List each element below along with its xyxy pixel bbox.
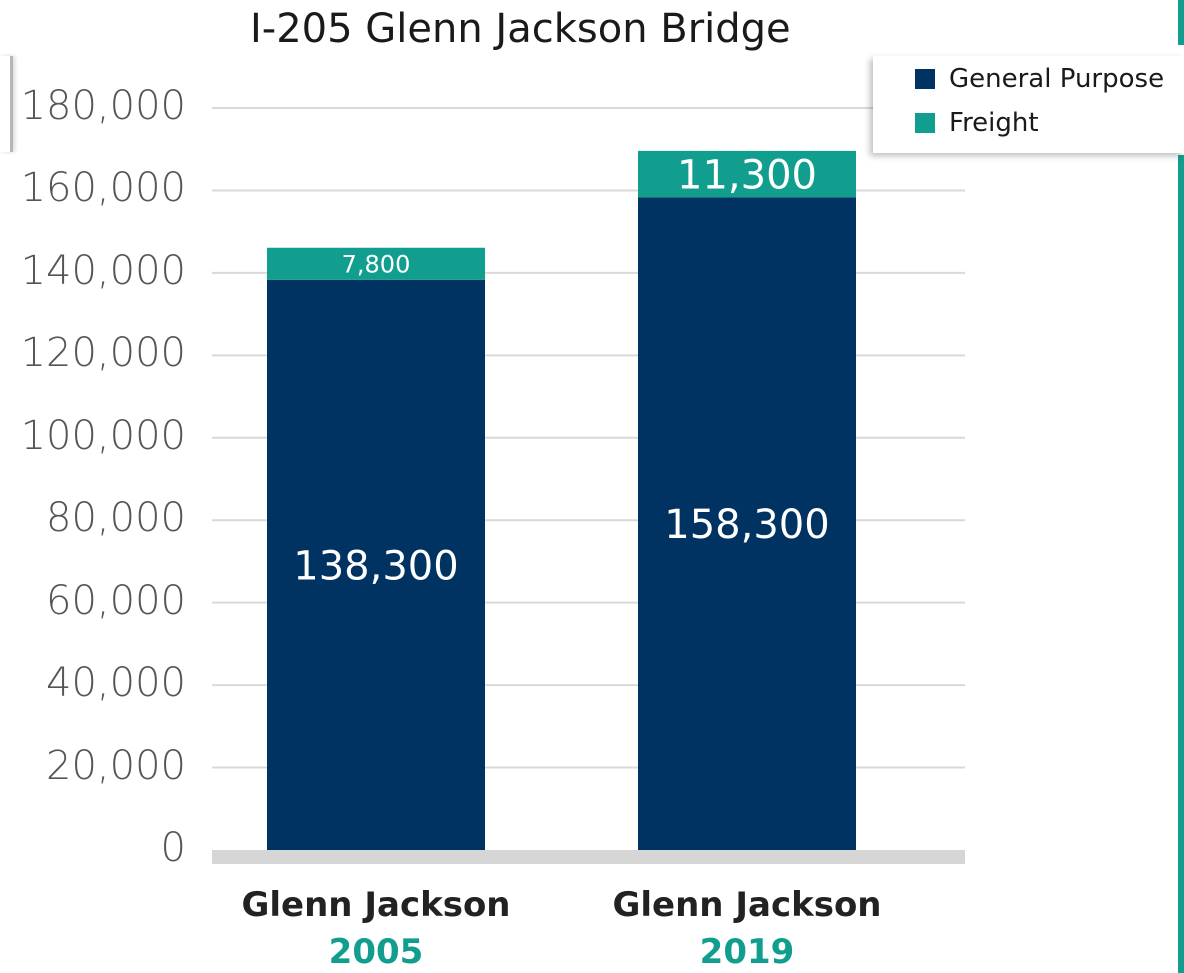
y-tick-label: 100,000 (20, 412, 186, 459)
x-axis-baseline (212, 850, 965, 864)
x-tick-label-year: 2019 (699, 932, 795, 972)
legend: General Purpose Freight (873, 56, 1184, 153)
y-tick-label: 140,000 (20, 247, 186, 294)
legend-item-freight: Freight (915, 108, 1039, 138)
x-tick-label-name: Glenn Jackson (241, 885, 511, 925)
chart-title: I-205 Glenn Jackson Bridge (250, 6, 791, 52)
x-tick-label-name: Glenn Jackson (612, 885, 882, 925)
y-tick-label: 180,000 (20, 83, 186, 129)
y-tick-label: 120,000 (20, 330, 186, 377)
data-label: 11,300 (677, 153, 817, 199)
x-tick-label-year: 2005 (328, 932, 424, 972)
bar-general-purpose (267, 279, 485, 850)
y-tick-label: 20,000 (46, 742, 186, 789)
bar-general-purpose (638, 197, 856, 851)
legend-label-freight: Freight (949, 108, 1039, 138)
data-label: 138,300 (293, 543, 458, 589)
y-tick-label: 160,000 (20, 165, 186, 212)
y-tick-label: 0 (160, 825, 186, 871)
bar-freight (267, 247, 485, 280)
data-label: 7,800 (342, 250, 411, 278)
bar-freight (638, 150, 856, 198)
y-tick-label: 60,000 (46, 577, 186, 624)
data-label: 158,300 (664, 502, 829, 548)
legend-swatch-freight (915, 113, 935, 133)
legend-label-general-purpose: General Purpose (949, 64, 1165, 94)
page-edge-accent (1178, 0, 1184, 973)
legend-item-general-purpose: General Purpose (915, 64, 1164, 94)
y-tick-label: 40,000 (46, 660, 186, 707)
y-tick-label: 80,000 (46, 495, 186, 542)
left-frame-edge (0, 56, 13, 152)
legend-swatch-general-purpose (915, 69, 935, 89)
